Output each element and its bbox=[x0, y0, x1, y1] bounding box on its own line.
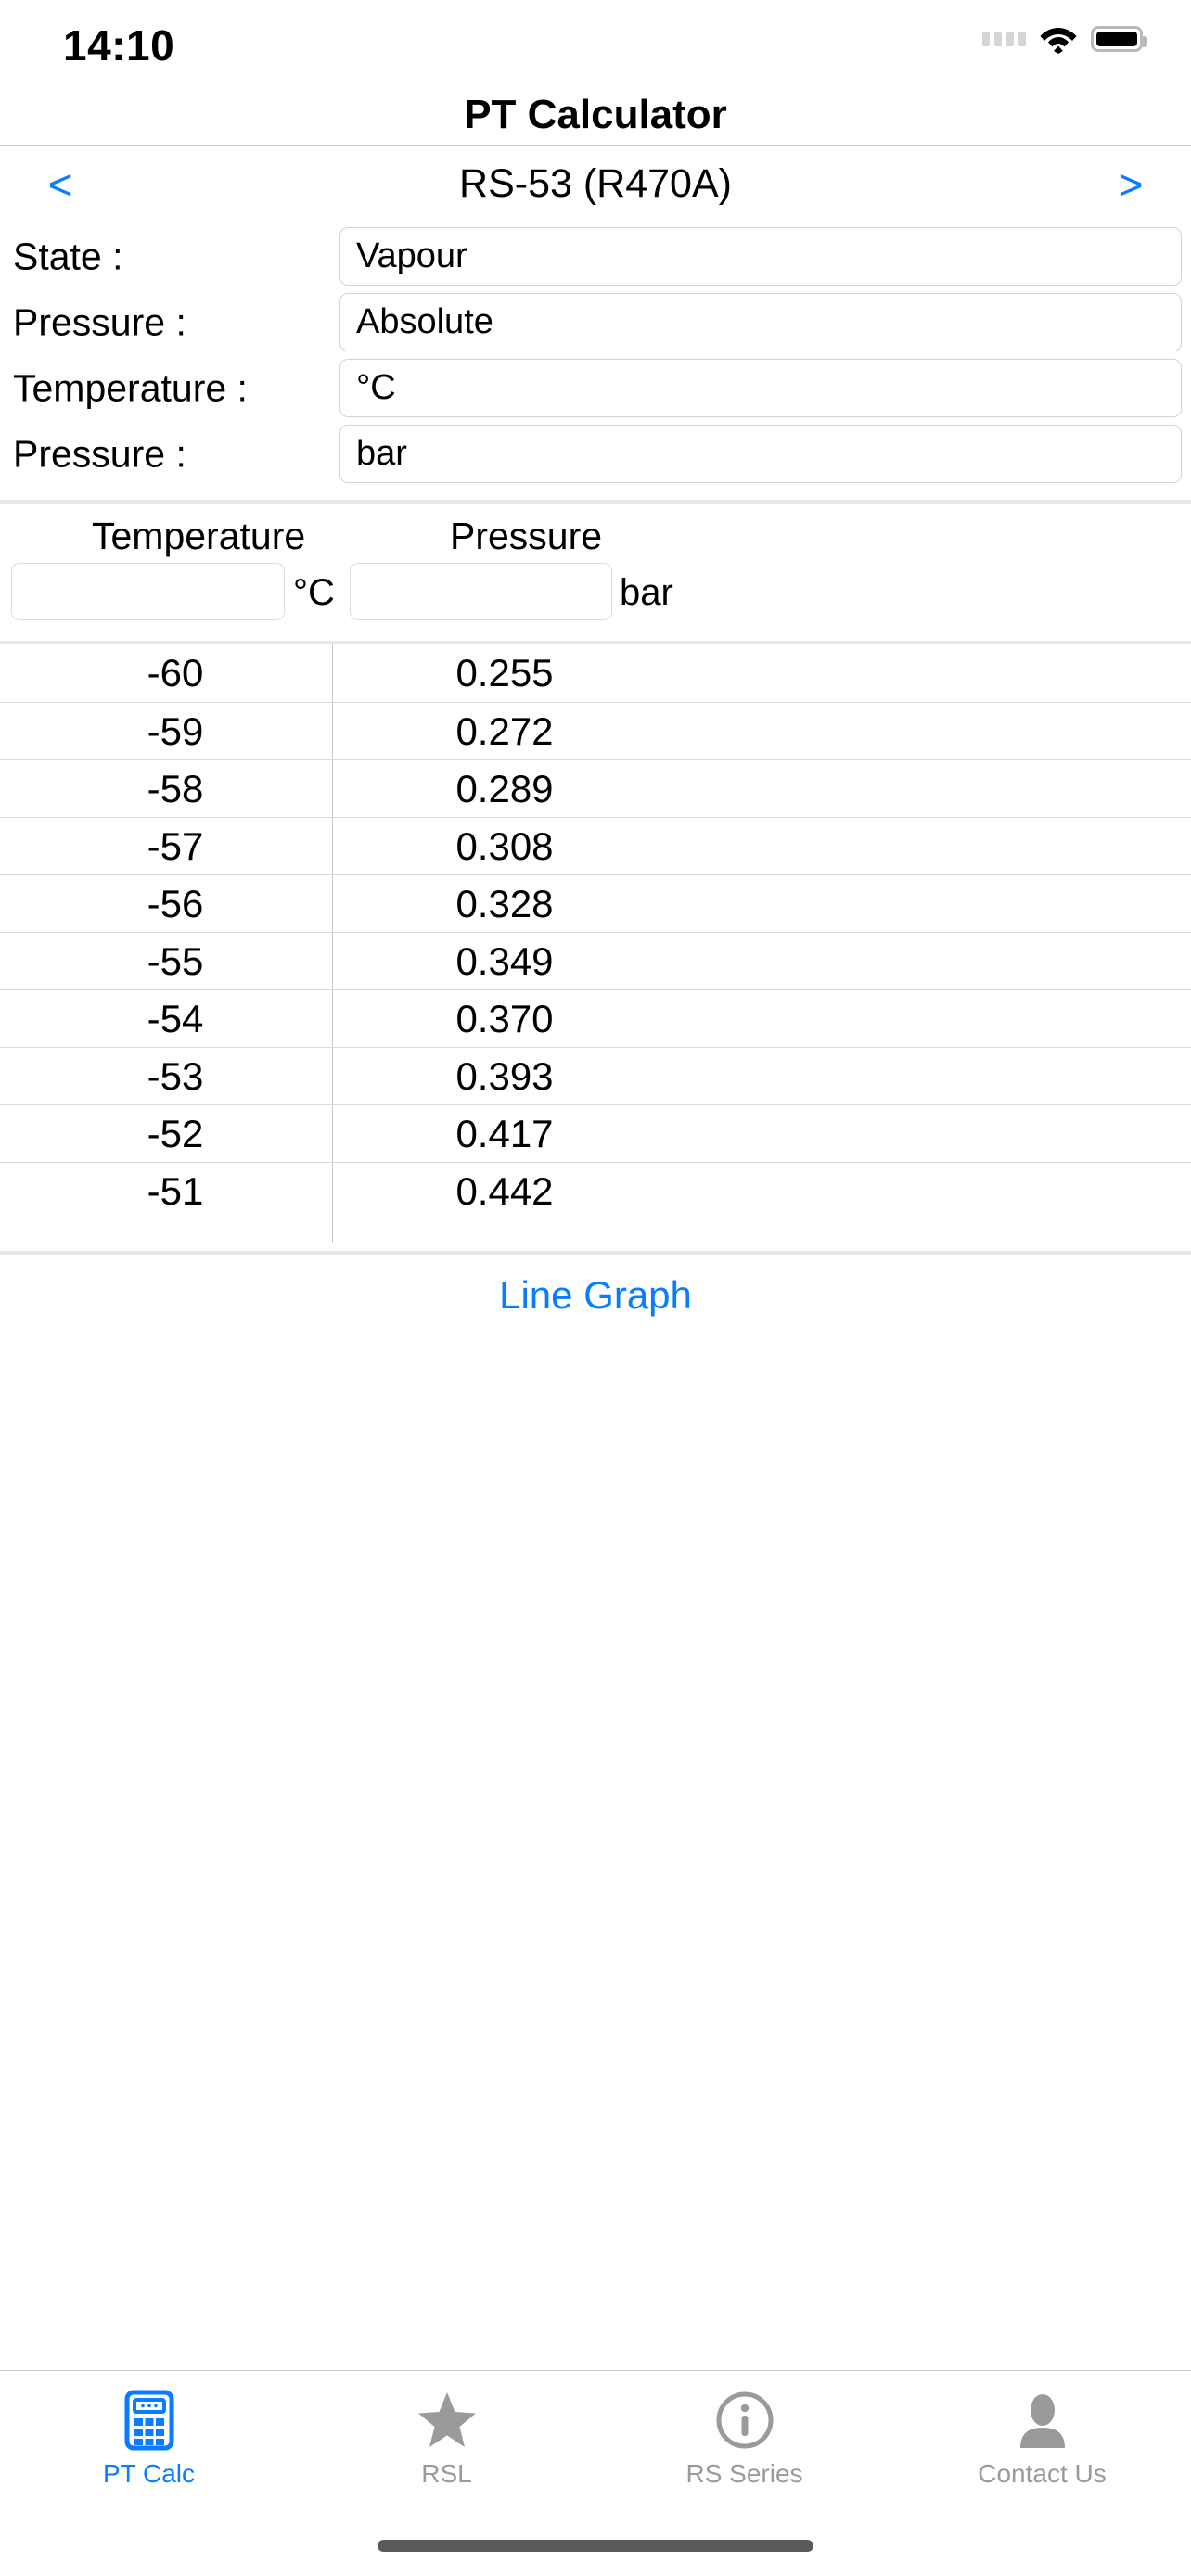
pressure-unit-value: bar bbox=[356, 434, 407, 473]
tab-label-pt-calc: PT Calc bbox=[102, 2459, 196, 2488]
person-icon bbox=[1016, 2390, 1069, 2451]
pressure-input[interactable] bbox=[350, 563, 612, 620]
tab-pt-calc[interactable]: PT Calc bbox=[0, 2371, 298, 2521]
table-row[interactable]: -52 0.417 bbox=[0, 1104, 1191, 1162]
pressure-type-select[interactable]: Absolute bbox=[339, 293, 1182, 351]
tab-contact-us[interactable]: Contact Us bbox=[893, 2371, 1191, 2521]
pressure-type-label: Pressure : bbox=[13, 300, 186, 343]
entry-column-headers: Temperature Pressure bbox=[0, 509, 1191, 567]
pressure-type-value: Absolute bbox=[356, 302, 493, 341]
cell-pressure: 0.370 bbox=[455, 997, 554, 1040]
status-icons bbox=[982, 24, 1147, 54]
battery-icon bbox=[1091, 26, 1147, 52]
cell-temperature: -54 bbox=[147, 997, 204, 1040]
pressure-unit-select[interactable]: bar bbox=[339, 425, 1182, 483]
table-row[interactable]: -53 0.393 bbox=[0, 1047, 1191, 1104]
cell-temperature: -53 bbox=[147, 1054, 204, 1098]
cell-pressure: 0.272 bbox=[455, 709, 554, 753]
table-row[interactable]: -58 0.289 bbox=[0, 759, 1191, 817]
pressure-input-unit: bar bbox=[620, 572, 673, 613]
cell-pressure: 0.417 bbox=[455, 1112, 554, 1155]
table-row[interactable]: -51 0.442 bbox=[0, 1162, 1191, 1219]
state-select[interactable]: Vapour bbox=[339, 227, 1182, 286]
status-bar: 14:10 bbox=[0, 0, 1191, 85]
table-row[interactable]: -60 0.255 bbox=[0, 644, 1191, 702]
entry-inputs-row: °C bar bbox=[0, 563, 1191, 621]
state-value: Vapour bbox=[356, 236, 467, 275]
temperature-input-unit: °C bbox=[293, 572, 335, 613]
cell-temperature: -57 bbox=[147, 824, 204, 868]
next-refrigerant-button[interactable]: > bbox=[1118, 159, 1144, 209]
temperature-input[interactable] bbox=[11, 563, 285, 620]
temperature-unit-label: Temperature : bbox=[13, 366, 248, 409]
home-indicator[interactable] bbox=[378, 2540, 813, 2552]
cell-pressure: 0.349 bbox=[455, 939, 554, 983]
settings-form: State : Vapour Pressure : Absolute Tempe… bbox=[0, 223, 1191, 487]
status-time: 14:10 bbox=[63, 21, 175, 70]
cell-pressure: 0.393 bbox=[455, 1054, 554, 1098]
cell-pressure: 0.308 bbox=[455, 824, 554, 868]
cell-temperature: -60 bbox=[147, 651, 204, 695]
state-label: State : bbox=[13, 235, 123, 277]
tab-label-rsl: RSL bbox=[421, 2459, 472, 2488]
info-circle-icon bbox=[715, 2390, 775, 2451]
cell-temperature: -55 bbox=[147, 939, 204, 983]
graph-section-divider bbox=[0, 1251, 1191, 1255]
form-row-pressure-type: Pressure : Absolute bbox=[0, 289, 1191, 355]
pt-table[interactable]: -60 0.255 -59 0.272 -58 0.289 -57 0.308 … bbox=[0, 644, 1191, 1243]
table-column-divider bbox=[332, 644, 333, 1243]
navigation-bar: PT Calculator bbox=[0, 85, 1191, 145]
temperature-unit-value: °C bbox=[356, 368, 396, 407]
cell-pressure: 0.442 bbox=[455, 1169, 554, 1213]
previous-refrigerant-button[interactable]: < bbox=[47, 159, 73, 209]
form-row-state: State : Vapour bbox=[0, 223, 1191, 289]
wifi-icon bbox=[1039, 24, 1078, 54]
table-row[interactable]: -56 0.328 bbox=[0, 874, 1191, 932]
cell-temperature: -59 bbox=[147, 709, 204, 753]
entry-section-divider bbox=[0, 500, 1191, 504]
line-graph-link[interactable]: Line Graph bbox=[499, 1273, 692, 1317]
tab-rsl[interactable]: RSL bbox=[298, 2371, 596, 2521]
cell-temperature: -58 bbox=[147, 767, 204, 810]
star-icon bbox=[416, 2390, 478, 2451]
tab-bar: PT Calc RSL RS Series bbox=[0, 2370, 1191, 2520]
cell-temperature: -51 bbox=[147, 1169, 204, 1213]
calculator-icon bbox=[124, 2390, 174, 2451]
cell-temperature: -56 bbox=[147, 882, 204, 925]
cell-pressure: 0.289 bbox=[455, 767, 554, 810]
cell-pressure: 0.328 bbox=[455, 882, 554, 925]
refrigerant-name: RS-53 (R470A) bbox=[459, 161, 732, 206]
signal-dots-icon bbox=[982, 32, 1026, 46]
form-row-pressure-unit: Pressure : bar bbox=[0, 421, 1191, 487]
table-section-divider bbox=[0, 641, 1191, 644]
cell-pressure: 0.255 bbox=[455, 651, 554, 695]
pressure-unit-label: Pressure : bbox=[13, 432, 186, 475]
pressure-column-header: Pressure bbox=[450, 515, 603, 557]
tab-label-rs-series: RS Series bbox=[685, 2459, 803, 2488]
table-row[interactable]: -57 0.308 bbox=[0, 817, 1191, 874]
cell-temperature: -52 bbox=[147, 1112, 204, 1155]
temperature-unit-select[interactable]: °C bbox=[339, 359, 1182, 417]
table-row[interactable]: -59 0.272 bbox=[0, 702, 1191, 759]
tab-label-contact-us: Contact Us bbox=[978, 2459, 1107, 2488]
table-row[interactable]: -55 0.349 bbox=[0, 932, 1191, 989]
form-row-temperature-unit: Temperature : °C bbox=[0, 355, 1191, 421]
refrigerant-selector: < RS-53 (R470A) > bbox=[0, 146, 1191, 223]
page-title: PT Calculator bbox=[464, 92, 727, 137]
temperature-column-header: Temperature bbox=[92, 515, 306, 557]
navbar-divider bbox=[0, 145, 1191, 146]
table-row[interactable]: -54 0.370 bbox=[0, 989, 1191, 1047]
tab-rs-series[interactable]: RS Series bbox=[596, 2371, 893, 2521]
